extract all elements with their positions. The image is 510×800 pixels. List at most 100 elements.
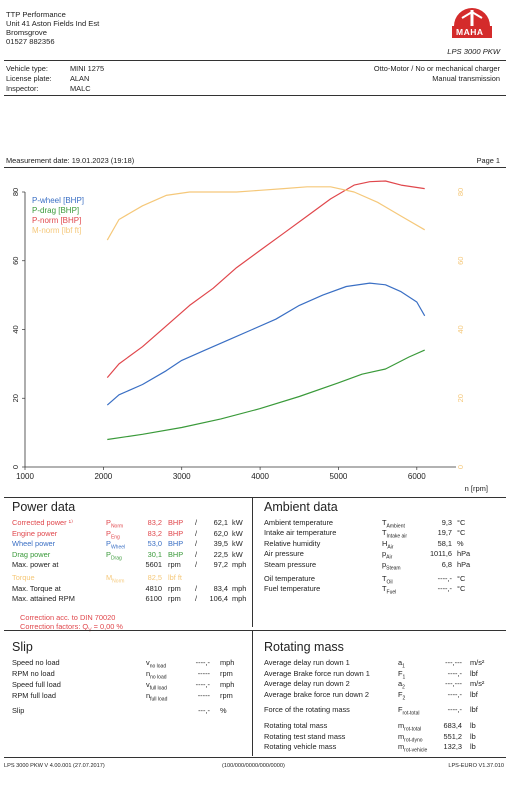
slip-row-label: RPM full load bbox=[12, 691, 56, 700]
slip-rotating-divider bbox=[252, 630, 253, 756]
rotating-row-symbol-subscript: rot-dyno bbox=[404, 737, 423, 744]
rotating-row-label: Average delay run down 2 bbox=[264, 679, 350, 689]
rotating-row-value: 132,3 bbox=[443, 742, 463, 752]
ambient-row-symbol-subscript: Ambient bbox=[386, 523, 405, 530]
power-row-value2: 62,1 bbox=[213, 518, 228, 527]
ambient-row-unit: hPa bbox=[457, 559, 471, 569]
power-data-title: Power data bbox=[12, 500, 76, 514]
rotating-row-symbol-subscript: 2 bbox=[402, 695, 406, 702]
power-row-value2: 106,4 bbox=[209, 594, 229, 604]
slip-row-value: ---,- bbox=[198, 706, 210, 715]
license-plate-label: License plate: bbox=[6, 74, 52, 83]
series-line-1 bbox=[107, 349, 425, 441]
measurement-date: Measurement date: 19.01.2023 (19:18) bbox=[6, 156, 135, 165]
legend-entry-3: M-norm [lbf ft] bbox=[32, 226, 81, 235]
footer-firmware-version: LPS-EURO V1.37.010 bbox=[448, 763, 504, 769]
series-line-0 bbox=[106, 282, 426, 406]
ambient-row-symbol-symbol: p bbox=[382, 549, 387, 559]
power-row-symbol-subscript: Norm bbox=[110, 523, 124, 530]
rotating-row-unit: lb bbox=[470, 731, 476, 741]
power-row-symbol-symbol: P bbox=[106, 518, 111, 527]
power-row-symbol-subscript: Drag bbox=[110, 555, 122, 562]
company-name: TTP Performance bbox=[6, 10, 66, 19]
rotating-row-value: ---,--- bbox=[445, 658, 462, 667]
rotating-row-symbol-symbol: m bbox=[398, 731, 405, 741]
ambient-row-symbol: TAmbient bbox=[382, 518, 405, 530]
x-tick-label: 3000 bbox=[173, 472, 191, 481]
vehicle-type-label: Vehicle type: bbox=[6, 64, 48, 73]
ambient-row-symbol: TFuel bbox=[382, 584, 396, 595]
ambient-row-unit: hPa bbox=[457, 549, 471, 559]
power-row-symbol-symbol: P bbox=[106, 549, 111, 559]
correction-factor-text: Correction factors: Q bbox=[20, 622, 89, 631]
ambient-row-label: Steam pressure bbox=[264, 559, 317, 569]
y-tick-label-right: 0 bbox=[456, 465, 465, 469]
rotating-row-value: 683,4 bbox=[443, 721, 463, 730]
ambient-row-value: ----,- bbox=[437, 574, 452, 583]
power-row-value1: 83,2 bbox=[147, 528, 162, 538]
series-line-3 bbox=[106, 186, 426, 241]
power-row-unit1: rpm bbox=[168, 583, 181, 593]
power-row-symbol: PNorm bbox=[106, 518, 124, 530]
rotating-row-unit: m/s² bbox=[470, 679, 485, 689]
mid-divider bbox=[4, 630, 506, 631]
ambient-row-label: Ambient temperature bbox=[264, 518, 334, 527]
rotating-row-value: 551,2 bbox=[443, 731, 463, 741]
rotating-row-symbol-symbol: m bbox=[398, 721, 405, 730]
slip-row-unit: rpm bbox=[220, 691, 233, 700]
ambient-row-value: 19,7 bbox=[437, 528, 452, 538]
slip-row-label: Slip bbox=[12, 706, 25, 715]
slip-row-symbol: nfull load bbox=[146, 691, 167, 702]
ambient-row-symbol: TIntake air bbox=[382, 528, 407, 539]
rotating-row-label: Rotating test stand mass bbox=[264, 731, 346, 741]
rotating-row-label: Average brake force run down 2 bbox=[264, 689, 370, 699]
rotating-row-symbol: mrot-vehicle bbox=[398, 742, 427, 753]
power-row-unit1: lbf ft bbox=[168, 573, 182, 582]
rotating-row-symbol: a1 bbox=[398, 658, 405, 670]
chart-bottom-divider bbox=[4, 497, 506, 498]
rotating-row-symbol: mrot-dyno bbox=[398, 731, 423, 744]
rotating-row-symbol: Frot-total bbox=[398, 705, 419, 716]
brand-model: LPS 3000 PKW bbox=[447, 47, 500, 56]
rotating-row-symbol: F2 bbox=[398, 690, 406, 702]
power-ambient-divider bbox=[252, 497, 253, 627]
ambient-row-value: 1011,6 bbox=[429, 549, 452, 559]
rotating-row-value: ----,- bbox=[447, 705, 462, 715]
rotating-row-label: Average delay run down 1 bbox=[264, 658, 350, 667]
ambient-row-symbol-symbol: T bbox=[382, 518, 387, 527]
power-row-unit2: kW bbox=[232, 528, 243, 538]
power-row-unit2: kW bbox=[232, 518, 243, 527]
power-row-label: Max. attained RPM bbox=[12, 594, 75, 604]
license-plate-value: ALAN bbox=[70, 74, 90, 83]
rotating-row-unit: lbf bbox=[470, 668, 478, 678]
ambient-data-title: Ambient data bbox=[264, 500, 338, 514]
power-row-value1: 30,1 bbox=[147, 549, 162, 559]
rotating-row-symbol: a2 bbox=[398, 679, 405, 690]
power-row-value2: 22,5 bbox=[213, 549, 228, 559]
ambient-row-symbol-subscript: Air bbox=[387, 544, 394, 551]
ambient-row-symbol-subscript: Air bbox=[386, 554, 393, 561]
slip-row-symbol-subscript: full load bbox=[149, 685, 167, 692]
ambient-row-symbol: HAir bbox=[382, 539, 394, 551]
power-row-value2 bbox=[204, 573, 228, 583]
rotating-row-symbol-subscript: 1 bbox=[402, 663, 405, 670]
ambient-row-label: Intake air temperature bbox=[264, 528, 337, 538]
ambient-row-unit: °C bbox=[457, 518, 466, 527]
y-tick-label-left: 40 bbox=[11, 325, 20, 333]
rotating-row-symbol: F1 bbox=[398, 669, 405, 680]
y-tick-label-right: 60 bbox=[456, 257, 465, 265]
power-row-value1: 82,5 bbox=[147, 573, 162, 582]
ambient-row-symbol-symbol: T bbox=[382, 584, 387, 594]
power-row-symbol-symbol: P bbox=[106, 539, 111, 549]
power-curve-chart: 1000 2000 3000 4000 5000 6000 0 20 40 60 80 0 20 40 60… bbox=[11, 180, 488, 493]
rotating-row-label: Average Brake force run down 1 bbox=[264, 668, 370, 678]
footer-divider bbox=[4, 757, 506, 758]
slip-title: Slip bbox=[12, 640, 33, 654]
x-tick-label: 4000 bbox=[251, 472, 269, 481]
power-row-unit2: mph bbox=[232, 560, 247, 570]
slip-row-unit: mph bbox=[220, 658, 235, 667]
rotating-row-label: Force of the rotating mass bbox=[264, 705, 350, 715]
power-row-label: Engine power bbox=[12, 528, 58, 538]
ambient-row-symbol-symbol: T bbox=[382, 574, 387, 583]
power-row-separator: / bbox=[195, 528, 198, 538]
